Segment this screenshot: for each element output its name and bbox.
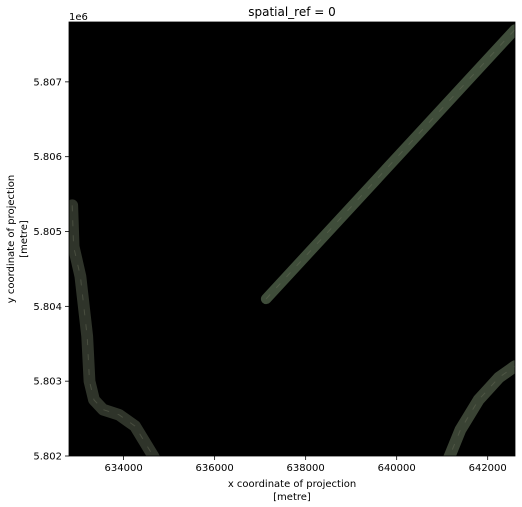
x-tick-label: 642000	[469, 463, 507, 474]
left-road-strip	[69, 199, 160, 456]
diagonal-strip-texture	[265, 29, 515, 300]
x-tick-label: 636000	[196, 463, 234, 474]
y-tick-label: 5.802	[33, 452, 62, 463]
y-axis-ticks: 5.802 5.803 5.804 5.805 5.806 5.807	[33, 77, 69, 463]
y-offset-label: 1e6	[69, 12, 88, 23]
x-tick-label: 638000	[287, 463, 325, 474]
x-tick-label: 634000	[105, 463, 143, 474]
raster-features	[69, 24, 515, 456]
left-road-strip-texture	[71, 205, 154, 456]
y-tick-label: 5.806	[33, 152, 62, 163]
y-tick-label: 5.803	[33, 377, 62, 388]
y-tick-label: 5.805	[33, 227, 62, 238]
y-tick-label: 5.807	[33, 77, 62, 88]
chart-title: spatial_ref = 0	[248, 5, 336, 19]
y-tick-label: 5.804	[33, 302, 62, 313]
y-axis-label-line1: y coordinate of projection	[6, 175, 17, 303]
x-axis-label-line1: x coordinate of projection	[228, 479, 356, 490]
diagonal-strip	[260, 24, 515, 305]
right-bottom-strip-texture	[449, 365, 515, 456]
y-axis-label-line2: [metre]	[19, 220, 30, 258]
x-axis-ticks: 634000 636000 638000 640000 642000	[105, 456, 507, 474]
plot-area	[69, 22, 515, 456]
x-tick-label: 640000	[378, 463, 416, 474]
right-bottom-strip	[443, 360, 515, 456]
x-axis-label-line2: [metre]	[273, 492, 311, 503]
plot-frame	[68, 21, 516, 457]
